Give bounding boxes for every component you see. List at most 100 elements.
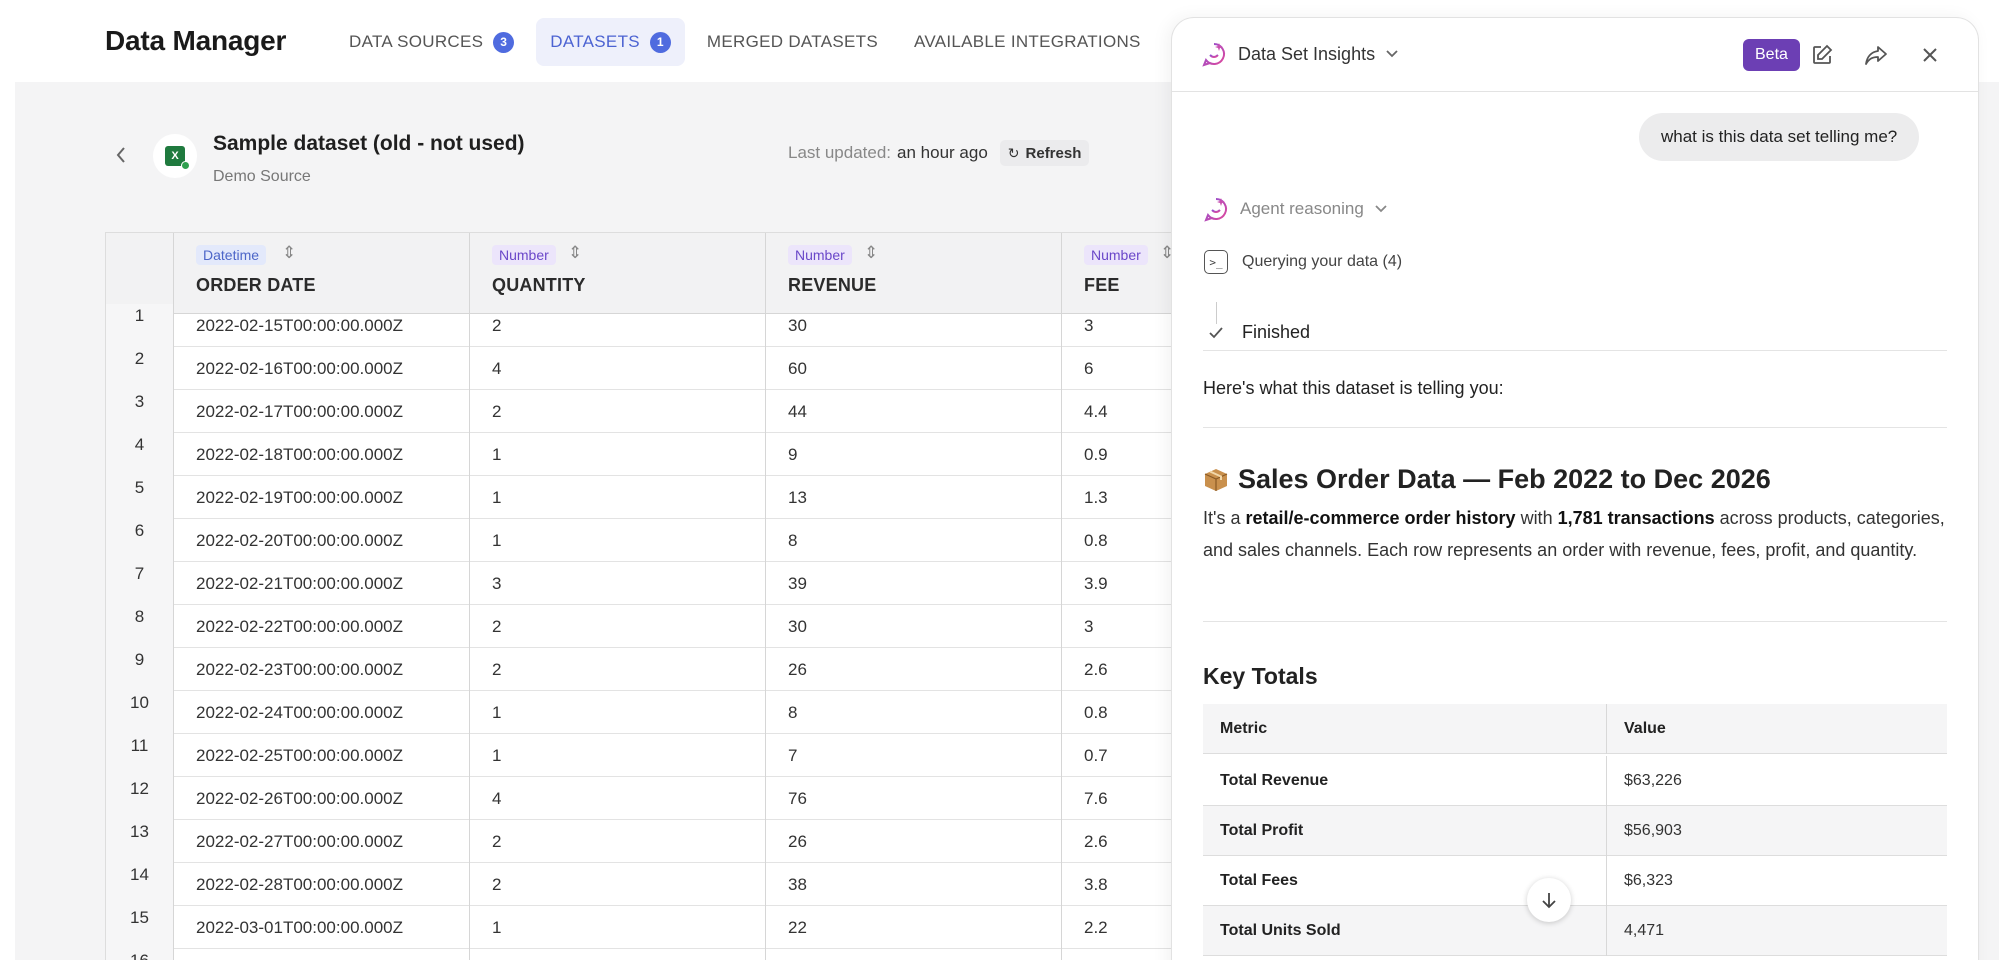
table-row[interactable]: 9 2022-02-23T00:00:00.000Z 2 26 2.6 [106, 648, 1225, 691]
table-row[interactable]: 15 2022-03-01T00:00:00.000Z 1 22 2.2 [106, 906, 1225, 949]
revenue-cell[interactable]: 22 [765, 906, 1061, 949]
insights-dropdown[interactable]: Data Set Insights [1200, 40, 1399, 68]
order-date-cell[interactable]: 2022-02-20T00:00:00.000Z [173, 519, 469, 562]
order-date-cell[interactable]: 2022-02-17T00:00:00.000Z [173, 390, 469, 433]
table-row[interactable]: 10 2022-02-24T00:00:00.000Z 1 8 0.8 [106, 691, 1225, 734]
sort-icon[interactable]: ⇕ [568, 243, 583, 262]
order-date-cell[interactable]: 2022-02-28T00:00:00.000Z [173, 863, 469, 906]
quantity-cell[interactable]: 2 [469, 863, 765, 906]
table-row[interactable]: 2 2022-02-16T00:00:00.000Z 4 60 6 [106, 347, 1225, 390]
revenue-cell[interactable]: 26 [765, 820, 1061, 863]
quantity-cell[interactable]: 2 [469, 605, 765, 648]
quantity-cell[interactable]: 1 [469, 691, 765, 734]
order-date-cell[interactable]: 2022-02-27T00:00:00.000Z [173, 820, 469, 863]
table-row[interactable]: 1 2022-02-15T00:00:00.000Z 2 30 3 [106, 304, 1225, 347]
quantity-cell[interactable]: 1 [469, 476, 765, 519]
table-row[interactable]: 16 [106, 949, 1225, 960]
fee-cell[interactable]: 0.8 [1061, 519, 1225, 562]
order-date-cell[interactable] [173, 949, 469, 960]
tab-data-sources[interactable]: DATA SOURCES 3 [335, 18, 528, 66]
order-date-cell[interactable]: 2022-02-23T00:00:00.000Z [173, 648, 469, 691]
fee-cell[interactable]: 3.8 [1061, 863, 1225, 906]
table-row[interactable]: 3 2022-02-17T00:00:00.000Z 2 44 4.4 [106, 390, 1225, 433]
order-date-cell[interactable]: 2022-02-16T00:00:00.000Z [173, 347, 469, 390]
revenue-cell[interactable]: 30 [765, 605, 1061, 648]
table-row[interactable]: 11 2022-02-25T00:00:00.000Z 1 7 0.7 [106, 734, 1225, 777]
new-chat-button[interactable] [1805, 38, 1839, 72]
revenue-cell[interactable]: 26 [765, 648, 1061, 691]
table-row[interactable]: 4 2022-02-18T00:00:00.000Z 1 9 0.9 [106, 433, 1225, 476]
quantity-cell[interactable]: 2 [469, 820, 765, 863]
table-row[interactable]: 7 2022-02-21T00:00:00.000Z 3 39 3.9 [106, 562, 1225, 605]
tab-merged-datasets[interactable]: MERGED DATASETS [693, 18, 892, 66]
fee-cell[interactable]: 7.6 [1061, 777, 1225, 820]
fee-cell[interactable]: 2.6 [1061, 648, 1225, 691]
agent-reasoning-toggle[interactable]: Agent reasoning [1202, 195, 1388, 223]
fee-cell[interactable]: 1.3 [1061, 476, 1225, 519]
column-header-revenue[interactable]: Number ⇕ REVENUE [765, 233, 1061, 315]
fee-cell[interactable]: 0.7 [1061, 734, 1225, 777]
quantity-cell[interactable]: 4 [469, 777, 765, 820]
revenue-cell[interactable]: 76 [765, 777, 1061, 820]
order-date-cell[interactable]: 2022-02-25T00:00:00.000Z [173, 734, 469, 777]
fee-cell[interactable]: 2.2 [1061, 906, 1225, 949]
fee-cell[interactable]: 3 [1061, 304, 1225, 347]
table-row[interactable]: 14 2022-02-28T00:00:00.000Z 2 38 3.8 [106, 863, 1225, 906]
sort-icon[interactable]: ⇕ [864, 243, 879, 262]
fee-cell[interactable]: 4.4 [1061, 390, 1225, 433]
quantity-cell[interactable]: 4 [469, 347, 765, 390]
table-row[interactable]: 6 2022-02-20T00:00:00.000Z 1 8 0.8 [106, 519, 1225, 562]
fee-cell[interactable]: 2.6 [1061, 820, 1225, 863]
table-row[interactable]: 5 2022-02-19T00:00:00.000Z 1 13 1.3 [106, 476, 1225, 519]
column-header-fee[interactable]: Number ⇕ FEE [1061, 233, 1225, 315]
sort-icon[interactable]: ⇕ [282, 243, 297, 262]
quantity-cell[interactable]: 1 [469, 906, 765, 949]
revenue-cell[interactable]: 60 [765, 347, 1061, 390]
order-date-cell[interactable]: 2022-02-21T00:00:00.000Z [173, 562, 469, 605]
scroll-to-bottom-button[interactable] [1527, 878, 1571, 922]
revenue-cell[interactable]: 8 [765, 691, 1061, 734]
share-button[interactable] [1859, 38, 1893, 72]
fee-cell[interactable] [1061, 949, 1225, 960]
quantity-cell[interactable]: 1 [469, 433, 765, 476]
refresh-button[interactable]: ↻ Refresh [999, 140, 1090, 166]
back-button[interactable] [108, 142, 134, 168]
revenue-cell[interactable]: 7 [765, 734, 1061, 777]
fee-cell[interactable]: 3 [1061, 605, 1225, 648]
table-row[interactable]: 13 2022-02-27T00:00:00.000Z 2 26 2.6 [106, 820, 1225, 863]
order-date-cell[interactable]: 2022-02-24T00:00:00.000Z [173, 691, 469, 734]
order-date-cell[interactable]: 2022-02-26T00:00:00.000Z [173, 777, 469, 820]
column-header-order-date[interactable]: Datetime ⇕ ORDER DATE [173, 233, 469, 315]
sort-icon[interactable]: ⇕ [1160, 243, 1175, 262]
revenue-cell[interactable]: 38 [765, 863, 1061, 906]
order-date-cell[interactable]: 2022-02-19T00:00:00.000Z [173, 476, 469, 519]
order-date-cell[interactable]: 2022-02-22T00:00:00.000Z [173, 605, 469, 648]
revenue-cell[interactable]: 13 [765, 476, 1061, 519]
order-date-cell[interactable]: 2022-02-15T00:00:00.000Z [173, 304, 469, 347]
table-row[interactable]: 12 2022-02-26T00:00:00.000Z 4 76 7.6 [106, 777, 1225, 820]
quantity-cell[interactable] [469, 949, 765, 960]
column-header-quantity[interactable]: Number ⇕ QUANTITY [469, 233, 765, 315]
quantity-cell[interactable]: 2 [469, 648, 765, 691]
quantity-cell[interactable]: 2 [469, 304, 765, 347]
quantity-cell[interactable]: 1 [469, 734, 765, 777]
quantity-cell[interactable]: 1 [469, 519, 765, 562]
tab-available-integrations[interactable]: AVAILABLE INTEGRATIONS [900, 18, 1155, 66]
table-row[interactable]: 8 2022-02-22T00:00:00.000Z 2 30 3 [106, 605, 1225, 648]
revenue-cell[interactable]: 44 [765, 390, 1061, 433]
revenue-cell[interactable] [765, 949, 1061, 960]
fee-cell[interactable]: 6 [1061, 347, 1225, 390]
fee-cell[interactable]: 3.9 [1061, 562, 1225, 605]
quantity-cell[interactable]: 2 [469, 390, 765, 433]
tab-datasets[interactable]: DATASETS 1 [536, 18, 685, 66]
revenue-cell[interactable]: 9 [765, 433, 1061, 476]
revenue-cell[interactable]: 8 [765, 519, 1061, 562]
revenue-cell[interactable]: 30 [765, 304, 1061, 347]
order-date-cell[interactable]: 2022-02-18T00:00:00.000Z [173, 433, 469, 476]
fee-cell[interactable]: 0.9 [1061, 433, 1225, 476]
revenue-cell[interactable]: 39 [765, 562, 1061, 605]
order-date-cell[interactable]: 2022-03-01T00:00:00.000Z [173, 906, 469, 949]
fee-cell[interactable]: 0.8 [1061, 691, 1225, 734]
quantity-cell[interactable]: 3 [469, 562, 765, 605]
close-button[interactable] [1913, 38, 1947, 72]
